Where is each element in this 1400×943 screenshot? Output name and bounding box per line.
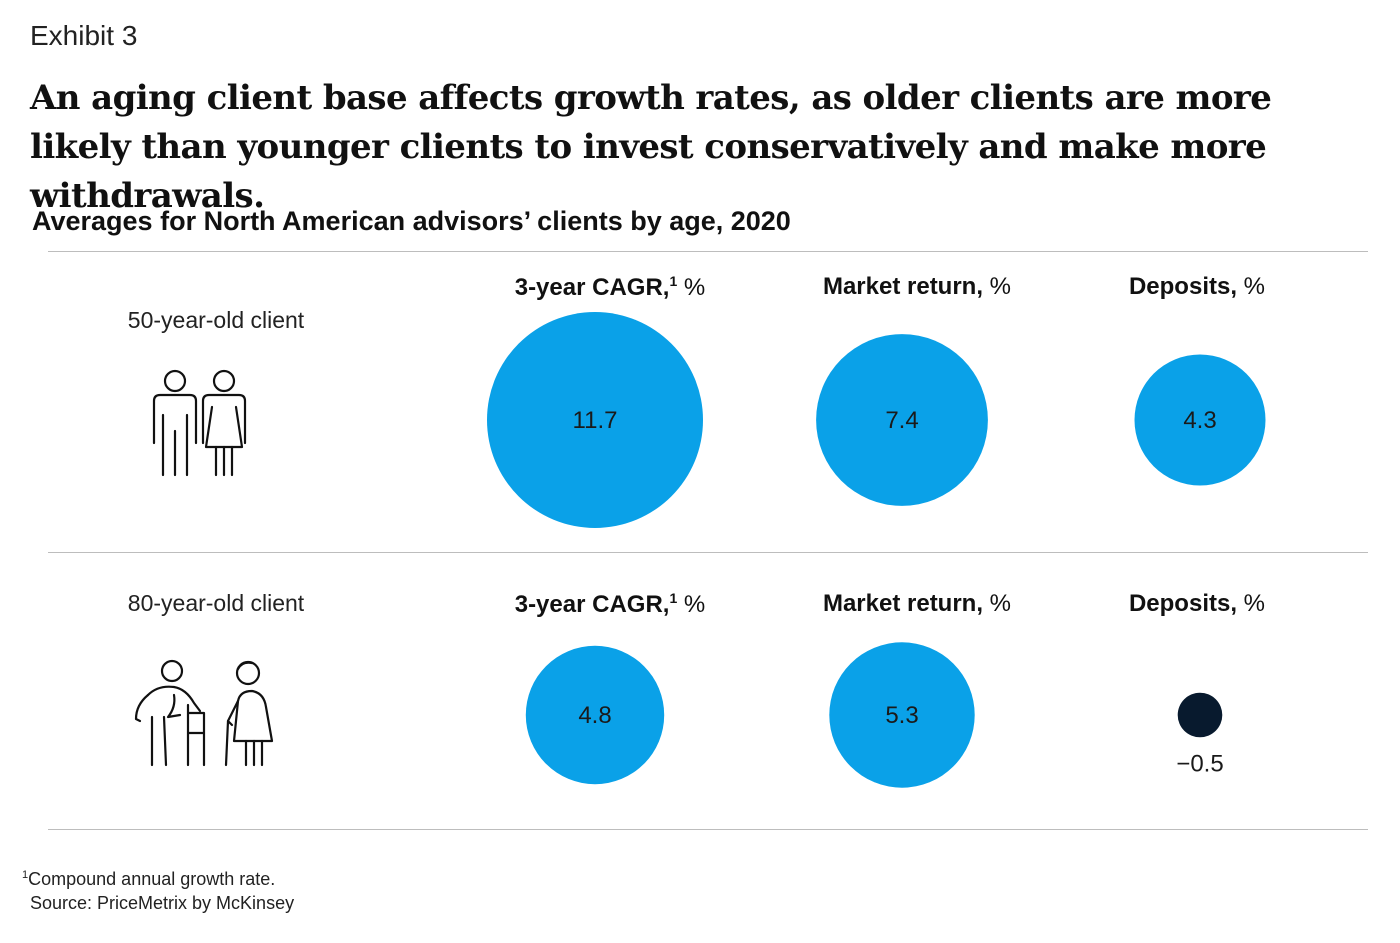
metric-header-cagr: 3-year CAGR,1 %: [460, 273, 760, 302]
bubble-value-label: 7.4: [885, 407, 918, 434]
metric-name: 3-year CAGR,: [514, 591, 670, 618]
bubble-value-label: 4.8: [578, 702, 611, 729]
metric-header-market-return: Market return, %: [767, 273, 1067, 301]
elderly-couple-walker-icon: [134, 659, 274, 767]
metric-unit: %: [983, 590, 1012, 617]
bubble-value-label: 5.3: [885, 702, 918, 729]
metric-unit: %: [1237, 273, 1266, 300]
metric-unit: %: [677, 591, 706, 618]
metric-header-deposits: Deposits, %: [1047, 273, 1347, 301]
footnote: 1Compound annual growth rate.: [22, 869, 275, 890]
metric-name: Market return,: [822, 273, 984, 300]
bubble-50-1: [816, 334, 988, 506]
bubble-50-2: [1134, 354, 1266, 486]
top-divider: [48, 251, 1368, 252]
metric-header-cagr-row2: 3-year CAGR,1 %: [460, 590, 760, 619]
source-note: Source: PriceMetrix by McKinsey: [30, 893, 295, 913]
bubble-value-label: 4.3: [1183, 407, 1216, 434]
row-label-50: 50-year-old client: [127, 307, 305, 333]
metric-name: Deposits,: [1128, 273, 1237, 300]
bubble-value-label: −0.5: [1176, 750, 1223, 777]
couple-standing-icon: [152, 369, 247, 477]
footnote-text: Compound annual growth rate.: [28, 869, 276, 889]
bubble-50-0: [487, 312, 703, 528]
metric-name: Market return,: [822, 590, 984, 617]
bubble-80-0: [525, 645, 665, 785]
exhibit-label: Exhibit 3: [30, 20, 138, 51]
footnote-marker: 1: [669, 590, 678, 606]
metric-header-market-return-row2: Market return, %: [767, 590, 1067, 618]
metric-header-deposits-row2: Deposits, %: [1047, 590, 1347, 618]
bubble-80-1: [829, 642, 975, 788]
metric-unit: %: [983, 273, 1012, 300]
footnote-marker: 1: [669, 273, 678, 289]
chart-subtitle: Averages for North American advisors’ cl…: [32, 206, 791, 236]
metric-unit: %: [677, 274, 706, 301]
bubble-value-label: 11.7: [573, 407, 618, 434]
bubble-80-2: [1177, 692, 1223, 738]
chart-headline: An aging client base affects growth rate…: [30, 78, 1272, 216]
middle-divider: [48, 552, 1368, 553]
bottom-divider: [48, 829, 1368, 830]
row-label-80: 80-year-old client: [127, 590, 305, 616]
metric-name: 3-year CAGR,: [514, 274, 670, 301]
metric-unit: %: [1237, 590, 1266, 617]
metric-name: Deposits,: [1128, 590, 1237, 617]
footnote-marker: 1: [22, 869, 29, 881]
